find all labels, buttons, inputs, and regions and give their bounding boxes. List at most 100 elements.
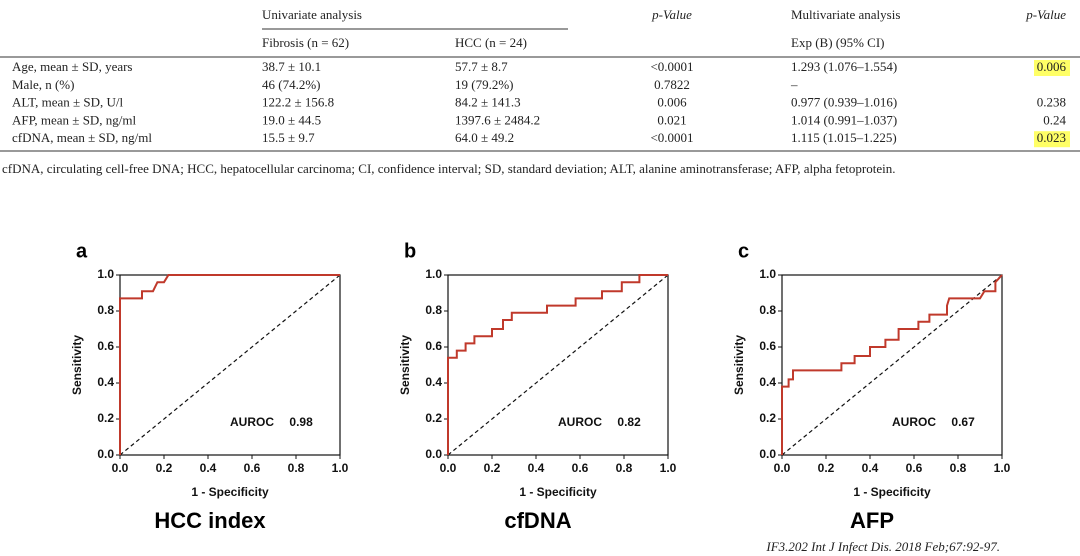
cell: 1.293 (1.076–1.554) — [791, 59, 897, 74]
y-tick-label: 0.6 — [759, 339, 776, 353]
cell: 84.2 ± 141.3 — [455, 95, 521, 110]
highlight — [1034, 60, 1070, 76]
x-axis-label: 1 - Specificity — [853, 485, 931, 499]
cell: <0.0001 — [650, 130, 693, 145]
x-tick-label: 1.0 — [660, 461, 677, 475]
cell: 64.0 ± 49.2 — [455, 130, 514, 145]
y-tick-label: 0.8 — [97, 303, 114, 317]
panel-label: b — [404, 240, 416, 262]
cell: Male, n (%) — [12, 77, 74, 92]
cell: 0.24 — [1043, 112, 1066, 127]
cell: 38.7 ± 10.1 — [262, 59, 321, 74]
cell: 0.021 — [657, 112, 686, 127]
annotation: AUROC — [558, 415, 602, 429]
roc-curve — [119, 274, 340, 455]
cell: 46 (74.2%) — [262, 77, 321, 92]
y-tick-label: 0.4 — [425, 375, 442, 389]
cell: <0.0001 — [650, 59, 693, 74]
y-tick-label: 0.6 — [97, 339, 114, 353]
x-tick-label: 1.0 — [332, 461, 349, 475]
cell: 122.2 ± 156.8 — [262, 95, 334, 110]
y-tick-label: 0.2 — [425, 411, 442, 425]
roc-curve — [447, 274, 668, 455]
cell: 0.977 (0.939–1.016) — [791, 95, 897, 110]
cell: ALT, mean ± SD, U/l — [12, 95, 124, 110]
cell: 0.006 — [1037, 59, 1067, 74]
y-tick-label: 0.0 — [425, 447, 442, 461]
auroc-value: 0.67 — [951, 415, 975, 429]
x-tick-label: 0.4 — [862, 461, 879, 475]
header: p-Value — [651, 7, 692, 22]
x-tick-label: 0.8 — [288, 461, 305, 475]
y-tick-label: 0.4 — [759, 375, 776, 389]
y-tick-label: 0.8 — [425, 303, 442, 317]
cell: 0.006 — [657, 95, 687, 110]
x-tick-label: 0.8 — [950, 461, 967, 475]
cell: 0.238 — [1037, 95, 1066, 110]
y-tick-label: 0.2 — [759, 411, 776, 425]
cell: – — [790, 77, 798, 92]
header: Multivariate analysis — [791, 7, 900, 22]
y-axis-label: Sensitivity — [398, 335, 412, 395]
x-tick-label: 0.6 — [244, 461, 261, 475]
y-tick-label: 0.8 — [759, 303, 776, 317]
cell: 1397.6 ± 2484.2 — [455, 112, 540, 127]
header: Fibrosis (n = 62) — [262, 35, 349, 50]
panel-label: a — [76, 240, 88, 262]
header: Univariate analysis — [262, 7, 362, 22]
x-tick-label: 0.8 — [616, 461, 633, 475]
y-axis-label: Sensitivity — [70, 335, 84, 395]
cell: 0.023 — [1037, 130, 1066, 145]
header: p-Value — [1025, 7, 1066, 22]
x-axis-label: 1 - Specificity — [519, 485, 597, 499]
x-tick-label: 0.0 — [112, 461, 129, 475]
y-tick-label: 1.0 — [759, 267, 776, 281]
cell: 57.7 ± 8.7 — [455, 59, 508, 74]
x-tick-label: 0.4 — [528, 461, 545, 475]
highlight — [1034, 131, 1070, 148]
panel-label: c — [738, 240, 749, 262]
y-tick-label: 0.4 — [97, 375, 114, 389]
chart-title: HCC index — [154, 508, 266, 533]
chart-title: AFP — [850, 508, 894, 533]
reference-line — [447, 274, 669, 456]
header: Exp (B) (95% CI) — [791, 35, 885, 50]
plot-frame — [781, 274, 1003, 456]
chart-title: cfDNA — [504, 508, 571, 533]
annotation: AUROC — [230, 415, 274, 429]
x-tick-label: 0.2 — [818, 461, 835, 475]
cell: 15.5 ± 9.7 — [262, 130, 315, 145]
reference-line — [119, 274, 341, 456]
auroc-value: 0.98 — [289, 415, 313, 429]
x-tick-label: 0.0 — [774, 461, 791, 475]
cell: 0.7822 — [654, 77, 690, 92]
citation: IF3.202 Int J Infect Dis. 2018 Feb;67:92… — [765, 539, 1000, 554]
y-axis-label: Sensitivity — [732, 335, 746, 395]
x-tick-label: 0.2 — [156, 461, 173, 475]
cell: 19 (79.2%) — [455, 77, 514, 92]
reference-line — [781, 274, 1003, 456]
auroc-value: 0.82 — [617, 415, 641, 429]
cell: 1.014 (0.991–1.037) — [791, 112, 897, 127]
header: HCC (n = 24) — [455, 35, 527, 50]
y-tick-label: 1.0 — [97, 267, 114, 281]
y-tick-label: 0.0 — [759, 447, 776, 461]
cell: 19.0 ± 44.5 — [262, 112, 321, 127]
y-tick-label: 0.2 — [97, 411, 114, 425]
x-tick-label: 0.6 — [906, 461, 923, 475]
x-tick-label: 0.6 — [572, 461, 589, 475]
annotation: AUROC — [892, 415, 936, 429]
y-tick-label: 0.0 — [97, 447, 114, 461]
x-tick-label: 0.4 — [200, 461, 217, 475]
x-axis-label: 1 - Specificity — [191, 485, 269, 499]
x-tick-label: 0.0 — [440, 461, 457, 475]
x-tick-label: 0.2 — [484, 461, 501, 475]
cell: 1.115 (1.015–1.225) — [791, 130, 897, 145]
x-tick-label: 1.0 — [994, 461, 1011, 475]
y-tick-label: 1.0 — [425, 267, 442, 281]
cell: cfDNA, mean ± SD, ng/ml — [12, 130, 152, 145]
cell: Age, mean ± SD, years — [12, 59, 133, 74]
y-tick-label: 0.6 — [425, 339, 442, 353]
cell: AFP, mean ± SD, ng/ml — [12, 112, 137, 127]
